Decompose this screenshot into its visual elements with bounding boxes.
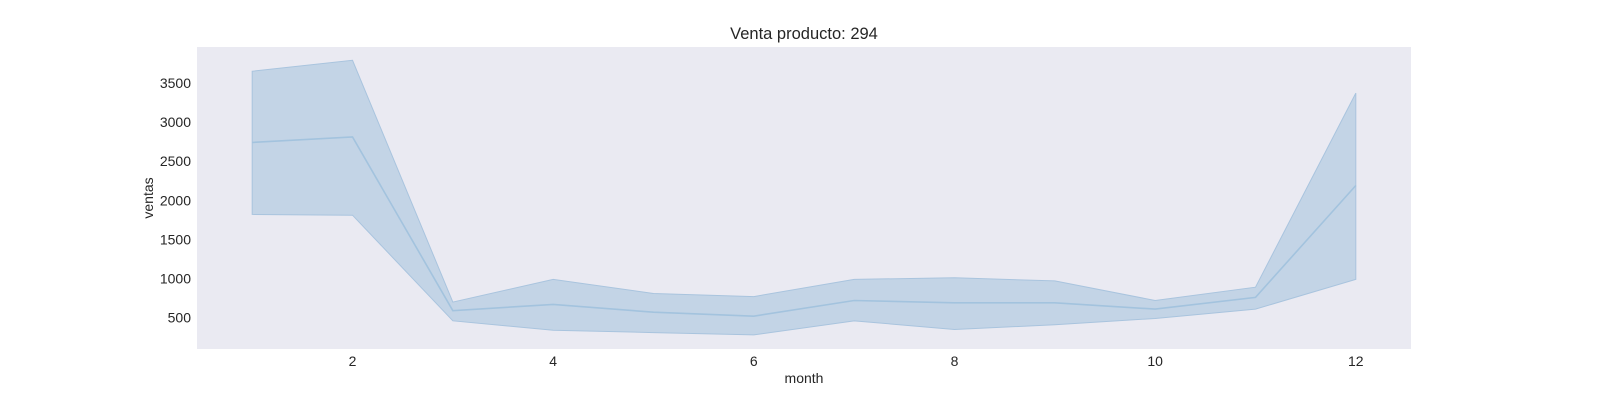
x-tick-label: 6 [750, 353, 758, 369]
x-axis-ticks: 2 4 6 8 10 12 [349, 353, 1364, 369]
x-tick-label: 8 [951, 353, 959, 369]
y-tick-label: 1500 [160, 231, 191, 247]
series-0-line [252, 136, 1357, 317]
x-tick-label: 4 [549, 353, 557, 369]
y-axis-label: ventas [140, 177, 156, 218]
x-tick-label: 12 [1348, 353, 1364, 369]
confidence-bands [251, 59, 1357, 336]
y-tick-label: 500 [168, 310, 192, 326]
y-tick-label: 1000 [160, 271, 191, 287]
x-axis-label: month [785, 370, 824, 386]
chart-title: Venta producto: 294 [730, 25, 878, 43]
y-tick-label: 3500 [160, 75, 191, 91]
y-tick-label: 2500 [160, 153, 191, 169]
y-tick-label: 2000 [160, 192, 191, 208]
series-lines [252, 136, 1357, 317]
y-axis-ticks: 500 1000 1500 2000 2500 3000 3500 [160, 75, 191, 326]
series-0-confidence-band [251, 59, 1357, 336]
x-tick-label: 2 [349, 353, 357, 369]
y-tick-label: 3000 [160, 114, 191, 130]
x-tick-label: 10 [1147, 353, 1163, 369]
